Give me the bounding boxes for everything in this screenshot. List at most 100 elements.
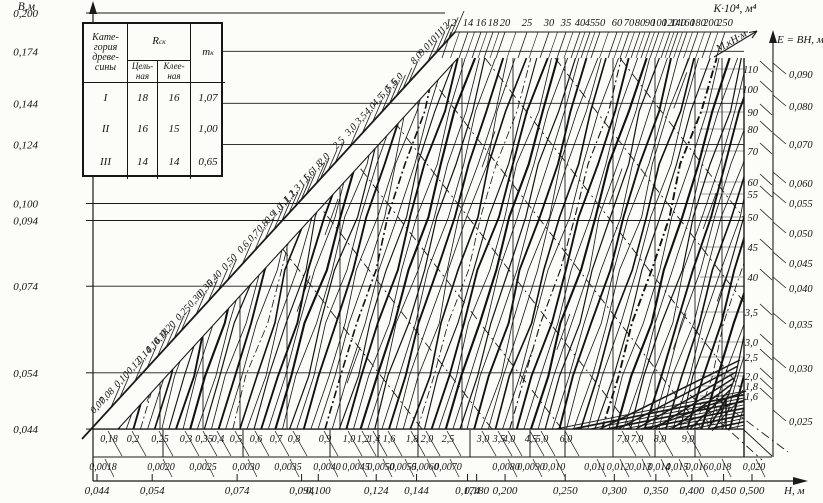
b-axis-tick: 0,200 [13,8,38,20]
b-axis-tick: 0,074 [13,281,38,293]
e-axis-arrow [769,30,777,43]
top-axis-tick: 18 [488,18,499,29]
h-axis-tick: 0,500 [740,485,765,497]
bottom-scale2-tick: 0,0055 [389,462,417,473]
top-axis-tick: 140 [670,18,687,29]
bottom-scale1-tick: 4,0 [503,434,516,445]
top-axis-tick: 16 [476,18,487,29]
bottom-scale1-tick: 1,2 [357,434,370,445]
table-cell: 16 [127,114,157,146]
h-axis-tick: 0,094 [289,485,314,497]
moment-arrow [713,30,758,58]
moment-tick: 3,5 [744,308,758,319]
e-axis-title: E = BH, м² [776,34,823,46]
top-axis-tick: 80 [635,18,646,29]
table-cell: 16 [157,82,190,114]
bottom-scale2-tick: 0,0035 [274,462,302,473]
h-axis-tick: 0,144 [404,485,429,497]
bottom-scale1-tick: 1,0 [343,434,356,445]
top-axis-tick: 160 [679,18,696,29]
bottom-scale1-tick: 5,0 [536,434,549,445]
b-axis-tick: 0,174 [13,46,38,58]
top-axis-tick: 35 [560,18,572,29]
top-axis-tick: 45 [585,18,596,29]
bottom-scale2-tick: 0,0045 [342,462,370,473]
bottom-scale2-tick: 0,013 [629,462,652,473]
moment-tick: 45 [748,243,759,254]
table-header-solid: Цель- ная [127,60,157,82]
h-axis-tick: 0,074 [225,485,250,497]
b-axis-tick: 0,044 [13,424,38,436]
bottom-scale2-tick: 0,020 [743,462,766,473]
bottom-scale1-tick: 2,0 [421,434,434,445]
bottom-scale2-tick: 0,0090 [517,462,545,473]
top-axis-tick: 14 [463,18,474,29]
corner-tick-label: 10 [703,416,717,430]
top-axis-tick: 60 [612,18,623,29]
h-axis-tick: 0,300 [602,485,627,497]
top-axis-tick: 90 [645,18,656,29]
moment-tick: 60 [748,178,759,189]
e-axis-tick: 0,040 [789,284,813,295]
h-axis-title: Н, м [783,485,804,497]
e-axis-tick: 0,060 [789,179,813,190]
bottom-scale1-tick: 0,5 [230,434,243,445]
table-cell: 1,00 [190,114,225,146]
h-axis-tick: 0,400 [679,485,704,497]
table-cell: 1,07 [190,82,225,114]
moment-tick: 1,6 [745,392,759,403]
table-cell: III [100,155,111,168]
h-axis-tick: 0,350 [643,485,668,497]
h-axis-tick: 0,174 [455,485,480,497]
b-axis-tick: 0,144 [13,98,38,110]
bottom-scale2-tick: 0,0060 [411,462,439,473]
h-axis-tick: 0,044 [85,485,110,497]
moment-tick: 2,0 [745,372,759,383]
h-axis-tick: 0,450 [711,485,736,497]
bottom-scale1-tick: 9,0 [682,434,695,445]
moment-tick: 1,8 [745,382,759,393]
table-header-glued: Клее- ная [157,60,190,82]
table-cell: 0,65 [190,146,225,179]
h-axis-tick: 0,200 [493,485,518,497]
ramp-outer-line [81,31,456,440]
bottom-scale1-tick: 0,8 [288,434,301,445]
h-axis-arrow [793,477,808,485]
top-axis-tick: 200 [703,18,720,29]
bottom-scale1-tick: 0,7 [270,434,284,445]
moment-tick: 70 [748,147,759,158]
bottom-scale2-tick: 0,015 [666,462,689,473]
bottom-scale1-tick: 4,5 [525,434,538,445]
bottom-scale2-tick: 0,016 [686,462,709,473]
bottom-scale1-tick: 6,0 [560,434,573,445]
top-axis-tick: 120 [662,18,679,29]
bottom-scale1-tick: 0,4 [212,434,225,445]
b-axis-title: В,м [18,1,36,13]
bottom-scale2-tick: 0,0080 [492,462,520,473]
bottom-scale2-tick: 0,010 [543,462,566,473]
top-axis-tick: 12 [446,18,457,29]
top-axis-title: К·10⁴, м⁴ [712,3,756,15]
bottom-scale1-tick: 0,3 [180,434,193,445]
top-axis-tick: 70 [624,18,635,29]
top-axis-tick: 20 [500,18,511,29]
top-axis-tick: 180 [690,18,707,29]
bottom-scale2-tick: 0,0030 [232,462,260,473]
moment-tick: 2,5 [745,353,758,364]
corner-tick-label: 12 [721,396,735,410]
top-axis-tick: 250 [717,18,734,29]
bottom-scale1-tick: 0,18 [100,434,118,445]
b-axis-arrow [89,1,97,14]
moment-tick: 55 [748,190,759,201]
moment-tick: 100 [742,85,759,96]
e-axis-tick: 0,050 [789,229,813,240]
moment-tick: 90 [748,108,759,119]
table-cell: 18 [127,82,157,114]
bottom-scale1-tick: 7,0 [631,434,644,445]
e-axis-tick: 0,030 [789,364,813,375]
top-axis-tick: 40 [575,18,586,29]
